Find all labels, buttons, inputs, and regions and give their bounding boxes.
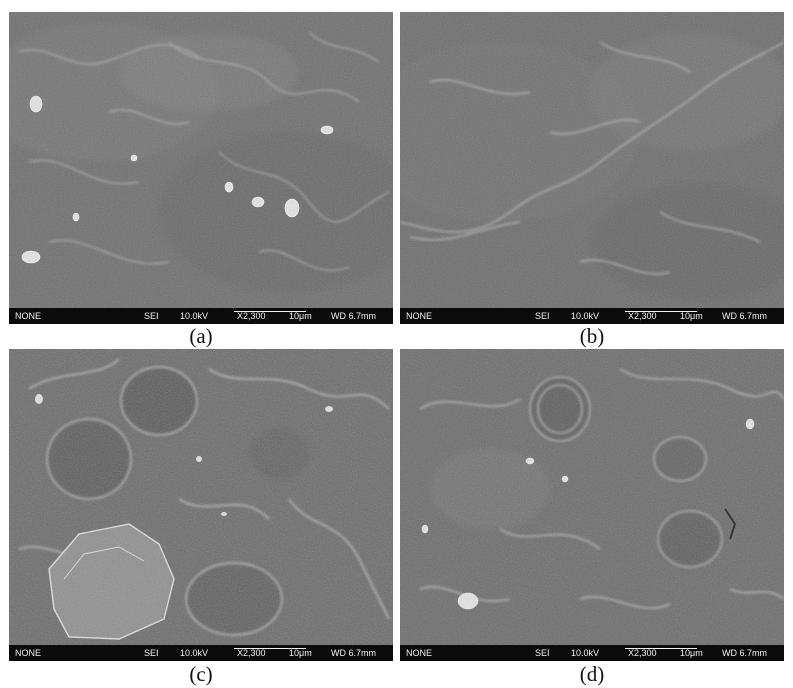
working-distance-label: WD 6.7mm <box>331 648 376 658</box>
caption-c: (c) <box>189 662 213 686</box>
sem-databar: NONE SEI 10.0kV X2,300 10μm WD 6.7mm <box>400 645 784 661</box>
sem-databar: NONE SEI 10.0kV X2,300 10μm WD 6.7mm <box>9 308 393 324</box>
scale-label: 10μm <box>680 648 703 658</box>
sem-panel-d: NONE SEI 10.0kV X2,300 10μm WD 6.7mm <box>400 349 784 661</box>
caption-a: (a) <box>189 324 213 348</box>
caption-b: (b) <box>579 324 605 348</box>
scale-bar <box>234 311 306 312</box>
scale-bar <box>625 311 697 312</box>
signal-label: SEI <box>535 648 550 658</box>
voltage-label: 10.0kV <box>571 648 600 658</box>
sem-panel-b: NONE SEI 10.0kV X2,300 10μm WD 6.7mm <box>400 12 784 324</box>
sem-micrograph-a <box>9 12 393 308</box>
working-distance-label: WD 6.7mm <box>722 311 767 321</box>
magnification-label: X2,300 <box>237 648 266 658</box>
signal-label: SEI <box>535 311 550 321</box>
detector-mode-label: NONE <box>406 311 433 321</box>
scale-label: 10μm <box>680 311 703 321</box>
sem-micrograph-b <box>400 12 784 308</box>
scale-bar <box>625 648 697 649</box>
sem-micrograph-c <box>9 349 393 645</box>
voltage-label: 10.0kV <box>571 311 600 321</box>
sem-micrograph-d <box>400 349 784 645</box>
magnification-label: X2,300 <box>628 648 657 658</box>
sem-databar: NONE SEI 10.0kV X2,300 10μm WD 6.7mm <box>9 645 393 661</box>
scale-label: 10μm <box>289 648 312 658</box>
scale-label: 10μm <box>289 311 312 321</box>
magnification-label: X2,300 <box>237 311 266 321</box>
detector-mode-label: NONE <box>406 648 433 658</box>
signal-label: SEI <box>144 311 159 321</box>
magnification-label: X2,300 <box>628 311 657 321</box>
voltage-label: 10.0kV <box>180 648 209 658</box>
signal-label: SEI <box>144 648 159 658</box>
detector-mode-label: NONE <box>15 648 42 658</box>
detector-mode-label: NONE <box>15 311 42 321</box>
sem-panel-c: NONE SEI 10.0kV X2,300 10μm WD 6.7mm <box>9 349 393 661</box>
scale-bar <box>234 648 306 649</box>
working-distance-label: WD 6.7mm <box>722 648 767 658</box>
sem-databar: NONE SEI 10.0kV X2,300 10μm WD 6.7mm <box>400 308 784 324</box>
sem-panel-a: NONE SEI 10.0kV X2,300 10μm WD 6.7mm <box>9 12 393 324</box>
caption-d: (d) <box>579 662 605 686</box>
working-distance-label: WD 6.7mm <box>331 311 376 321</box>
voltage-label: 10.0kV <box>180 311 209 321</box>
